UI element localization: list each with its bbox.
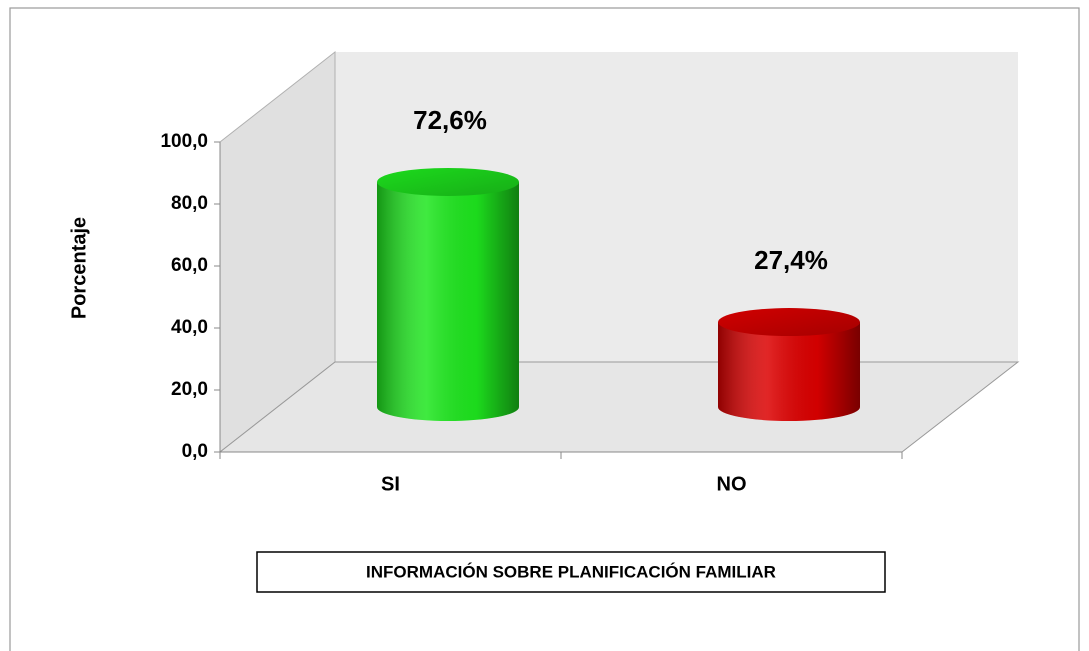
y-tick-label: 60,0 [171, 255, 208, 276]
bar-top-shade [718, 308, 860, 337]
y-tick-label: 0,0 [182, 441, 208, 462]
y-axis-label: Porcentaje [68, 217, 90, 319]
plot: 0,0 20,0 40,0 60,0 80,0 100,0 72,6% SI 27,4% NO [160, 105, 903, 495]
y-tick-label: 80,0 [171, 193, 208, 214]
y-tick-label: 100,0 [160, 131, 208, 152]
x-axis-label: INFORMACIÓN SOBRE PLANIFICACIÓN FAMILIAR [366, 562, 776, 581]
bar-top-shade [377, 167, 519, 196]
x-tick-label: NO [717, 473, 747, 495]
x-label-box [256, 551, 886, 593]
bar-shade [377, 181, 519, 421]
floor [218, 361, 1020, 453]
y-tick-label: 20,0 [171, 379, 208, 400]
value-label: 27,4% [754, 245, 828, 275]
x-tick-label: SI [381, 473, 400, 495]
bar-shade [718, 322, 860, 421]
value-label: 72,6% [413, 105, 487, 135]
y-tick-label: 40,0 [171, 317, 208, 338]
